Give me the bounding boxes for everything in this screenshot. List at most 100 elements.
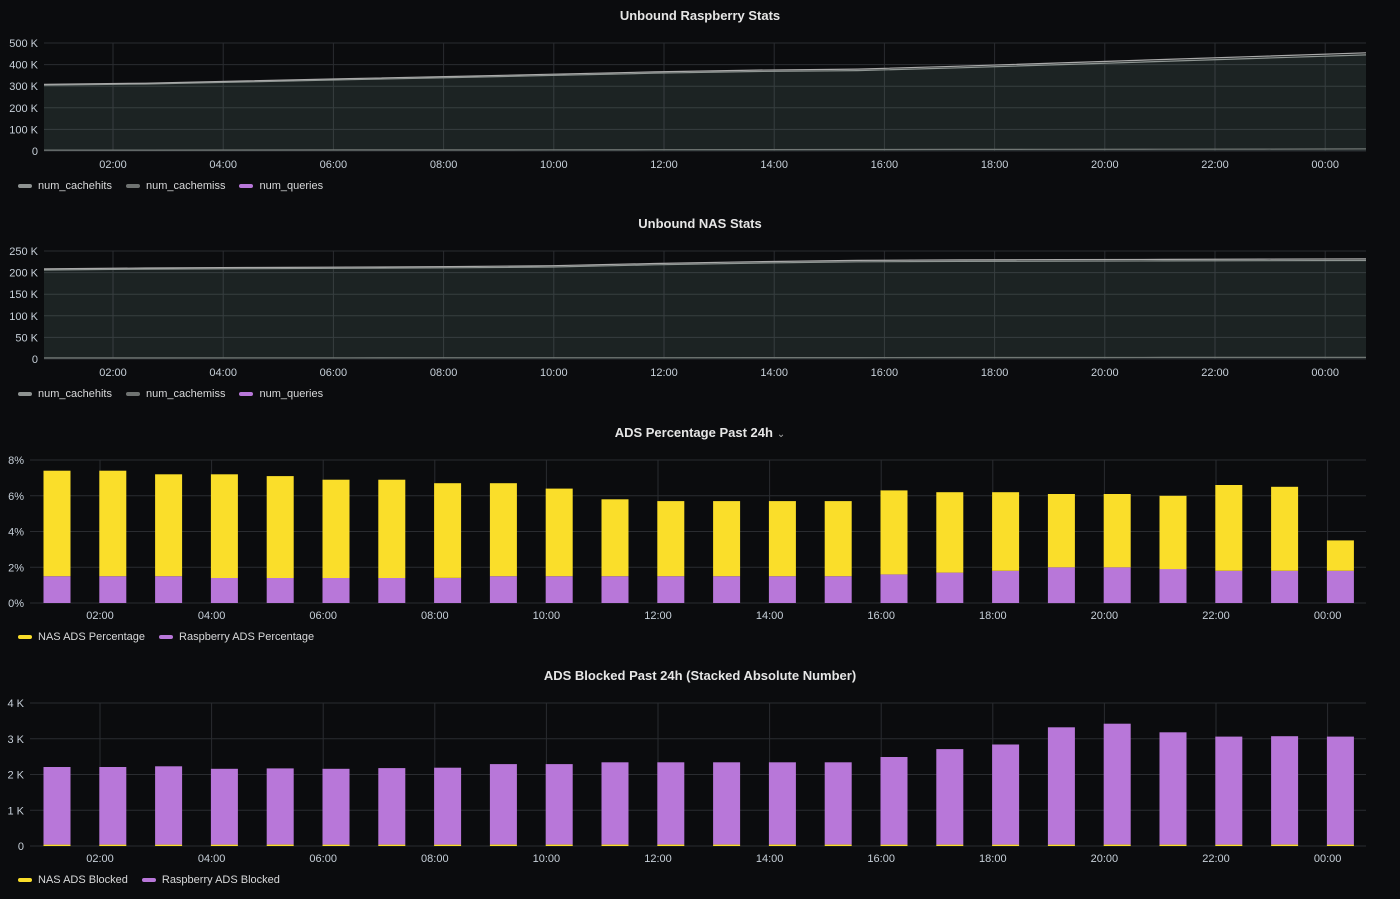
x-tick-label: 16:00 — [871, 159, 899, 171]
legend-item-raspberry-ads-percentage[interactable]: Raspberry ADS Percentage — [159, 631, 314, 643]
bar-raspberry-ads-percentage — [43, 576, 71, 603]
bar-nas-ads-percentage — [43, 470, 71, 577]
x-tick-label: 22:00 — [1201, 367, 1229, 379]
bar-raspberry-ads-blocked — [545, 764, 573, 845]
bar-nas-ads-blocked — [601, 844, 629, 846]
x-tick-label: 00:00 — [1311, 367, 1339, 379]
bar-nas-ads-blocked — [43, 844, 71, 846]
x-tick-label: 08:00 — [421, 853, 449, 865]
x-tick-label: 12:00 — [644, 853, 672, 865]
legend-item-nas-ads-blocked[interactable]: NAS ADS Blocked — [18, 874, 128, 886]
bar-nas-ads-blocked — [155, 844, 183, 846]
y-tick-label: 0% — [8, 598, 24, 610]
x-tick-label: 16:00 — [867, 610, 895, 622]
y-tick-label: 300 K — [9, 81, 38, 93]
legend-swatch — [18, 878, 32, 882]
x-tick-label: 14:00 — [760, 367, 788, 379]
legend-item-cachemiss[interactable]: num_cachemiss — [126, 388, 225, 400]
legend-swatch — [18, 184, 32, 188]
x-tick-label: 18:00 — [979, 853, 1007, 865]
bar-nas-ads-percentage — [1159, 495, 1187, 570]
bar-nas-ads-percentage — [880, 490, 908, 575]
x-tick-label: 22:00 — [1202, 853, 1230, 865]
bar-nas-ads-percentage — [545, 488, 573, 577]
bar-nas-ads-percentage — [210, 474, 238, 578]
x-tick-label: 20:00 — [1091, 159, 1119, 171]
panel-title[interactable]: ADS Percentage Past 24h ⌄ — [614, 425, 786, 440]
y-tick-label: 4 K — [7, 698, 24, 710]
bar-raspberry-ads-percentage — [155, 576, 183, 603]
bar-nas-ads-blocked — [210, 844, 238, 846]
chevron-down-icon[interactable]: ⌄ — [776, 429, 786, 440]
panel-title[interactable]: ADS Blocked Past 24h (Stacked Absolute N… — [543, 668, 857, 683]
x-tick-label: 06:00 — [309, 853, 337, 865]
legend-item-nas-ads-percentage[interactable]: NAS ADS Percentage — [18, 631, 145, 643]
legend-item-raspberry-ads-blocked[interactable]: Raspberry ADS Blocked — [141, 874, 280, 886]
bar-raspberry-ads-percentage — [880, 574, 908, 603]
bar-nas-ads-percentage — [489, 483, 517, 577]
bar-nas-ads-blocked — [992, 844, 1020, 846]
bar-nas-ads-blocked — [768, 844, 796, 846]
y-tick-label: 3 K — [7, 734, 24, 746]
bar-raspberry-ads-percentage — [545, 576, 573, 603]
legend: num_cachehits num_cachemiss num_queries — [18, 180, 323, 192]
x-tick-label: 02:00 — [99, 159, 127, 171]
legend-item-queries[interactable]: num_queries — [239, 180, 323, 192]
bar-raspberry-ads-blocked — [936, 749, 964, 845]
panel-nas-stats: Unbound NAS Stats 0 50 K 100 K 150 K 200 K 25… — [0, 208, 1400, 408]
legend-swatch — [141, 878, 156, 882]
series-line-num_cachemiss — [44, 356, 1366, 359]
y-tick-label: 100 K — [9, 124, 38, 136]
x-tick-label: 00:00 — [1311, 159, 1339, 171]
y-tick-label: 100 K — [9, 311, 38, 323]
bar-raspberry-ads-percentage — [210, 578, 238, 603]
legend-item-cachehits[interactable]: num_cachehits — [18, 388, 112, 400]
y-tick-label: 200 K — [9, 268, 38, 280]
x-tick-label: 12:00 — [650, 367, 678, 379]
bar-nas-ads-blocked — [1159, 844, 1187, 846]
x-tick-label: 18:00 — [981, 159, 1009, 171]
x-tick-label: 06:00 — [320, 367, 348, 379]
x-tick-label: 02:00 — [86, 610, 114, 622]
bar-raspberry-ads-blocked — [378, 768, 406, 845]
bar-raspberry-ads-blocked — [713, 762, 741, 845]
legend-item-cachemiss[interactable]: num_cachemiss — [126, 180, 225, 192]
legend-swatch — [239, 392, 254, 396]
x-tick-label: 10:00 — [533, 610, 561, 622]
x-tick-label: 08:00 — [430, 159, 458, 171]
x-tick-label: 18:00 — [981, 367, 1009, 379]
bar-raspberry-ads-blocked — [322, 768, 350, 845]
x-tick-label: 18:00 — [979, 610, 1007, 622]
bar-raspberry-ads-blocked — [434, 767, 462, 845]
bar-raspberry-ads-blocked — [824, 762, 852, 845]
x-tick-label: 16:00 — [867, 853, 895, 865]
bar-raspberry-ads-percentage — [434, 578, 462, 603]
y-tick-label: 8% — [8, 455, 24, 467]
panel-title[interactable]: Unbound Raspberry Stats — [619, 8, 781, 23]
bar-nas-ads-percentage — [657, 501, 685, 577]
panel-title[interactable]: Unbound NAS Stats — [638, 216, 762, 231]
x-tick-label: 22:00 — [1202, 610, 1230, 622]
bar-nas-ads-percentage — [378, 479, 406, 578]
bar-nas-ads-percentage — [1103, 494, 1131, 568]
bar-raspberry-ads-percentage — [824, 576, 852, 603]
bar-raspberry-ads-blocked — [266, 768, 294, 845]
x-tick-label: 08:00 — [421, 610, 449, 622]
chart-ads-blocked: 0 1 K 2 K 3 K 4 K 02:00 04:00 06:00 08:00 10:00 12… — [7, 698, 1366, 865]
legend-item-cachehits[interactable]: num_cachehits — [18, 180, 112, 192]
x-tick-label: 02:00 — [86, 853, 114, 865]
x-tick-label: 12:00 — [650, 159, 678, 171]
bar-raspberry-ads-blocked — [992, 744, 1020, 845]
bar-raspberry-ads-percentage — [266, 578, 294, 603]
bar-nas-ads-blocked — [657, 844, 685, 846]
bar-raspberry-ads-percentage — [936, 572, 964, 603]
bar-nas-ads-percentage — [936, 492, 964, 573]
y-tick-label: 1 K — [7, 805, 24, 817]
y-tick-label: 0 — [18, 841, 24, 853]
legend: NAS ADS Blocked Raspberry ADS Blocked — [18, 874, 280, 886]
bar-nas-ads-blocked — [99, 844, 127, 846]
bar-raspberry-ads-blocked — [657, 762, 685, 845]
legend-item-queries[interactable]: num_queries — [239, 388, 323, 400]
bar-raspberry-ads-percentage — [378, 578, 406, 603]
bar-raspberry-ads-percentage — [992, 570, 1020, 603]
